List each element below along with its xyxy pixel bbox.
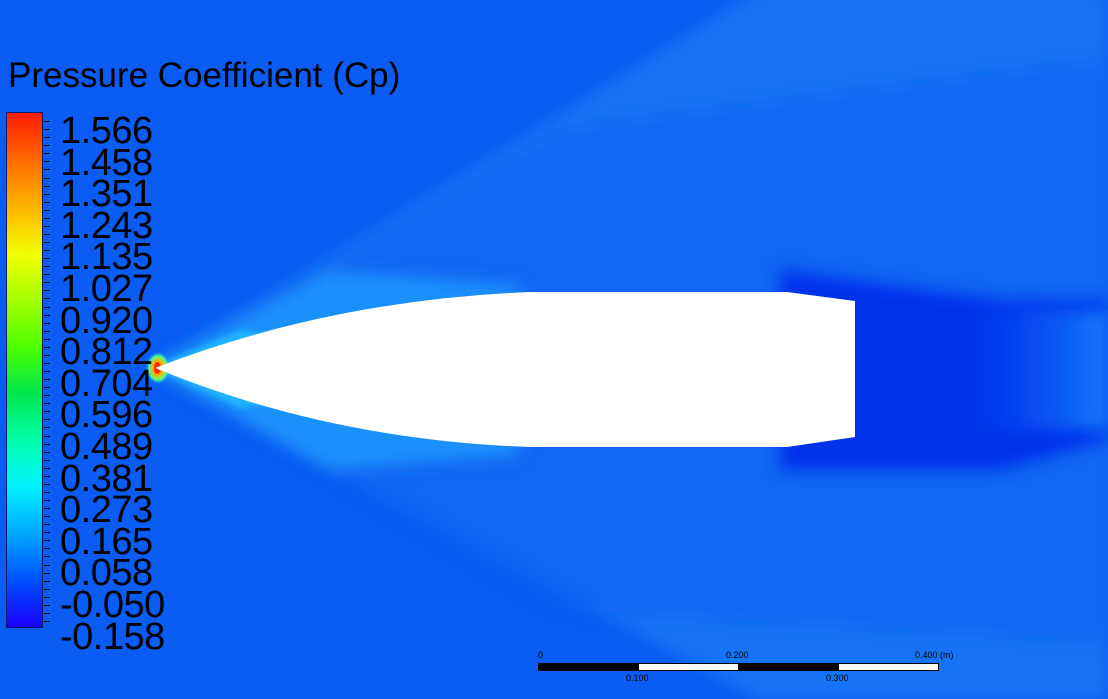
colorbar-tick bbox=[44, 121, 50, 122]
colorbar-tick bbox=[44, 581, 50, 582]
scale-segment-3 bbox=[738, 663, 839, 671]
colorbar-tick bbox=[44, 363, 50, 364]
colorbar-tick bbox=[44, 548, 50, 549]
colorbar-tick bbox=[44, 323, 50, 324]
colorbar-tick bbox=[44, 476, 50, 477]
scale-segment-2 bbox=[638, 663, 739, 671]
scale-label-0200: 0.200 bbox=[726, 650, 749, 660]
legend-value-label: 0.489 bbox=[60, 425, 153, 468]
scale-label-0300: 0.300 bbox=[826, 673, 849, 683]
colorbar-tick bbox=[44, 565, 50, 566]
colorbar-tick bbox=[44, 210, 50, 211]
colorbar-tick bbox=[44, 613, 50, 614]
colorbar-tick bbox=[44, 468, 50, 469]
colorbar-tick bbox=[44, 516, 50, 517]
colorbar-tick bbox=[44, 597, 50, 598]
colorbar-tick bbox=[44, 589, 50, 590]
projectile-body bbox=[155, 292, 855, 447]
colorbar-tick bbox=[44, 403, 50, 404]
colorbar-tick bbox=[44, 250, 50, 251]
legend-value-label: -0.158 bbox=[60, 615, 165, 658]
colorbar-tick bbox=[44, 556, 50, 557]
legend-tick-labels: 1.566 1.458 1.351 1.243 1.135 1.027 0.920 0.812… bbox=[60, 110, 165, 658]
colorbar-tick bbox=[44, 298, 50, 299]
colorbar-tick bbox=[44, 226, 50, 227]
scale-bar: 0 0.200 0.400 (m) 0.100 0.300 bbox=[538, 649, 968, 689]
scale-label-0100: 0.100 bbox=[626, 673, 649, 683]
legend-value-label: 0.704 bbox=[60, 362, 153, 405]
legend-value-label: -0.050 bbox=[60, 583, 165, 626]
legend-value-label: 1.027 bbox=[60, 267, 153, 310]
colorbar-tick bbox=[44, 460, 50, 461]
colorbar-tick bbox=[44, 532, 50, 533]
colorbar-tick bbox=[44, 274, 50, 275]
colorbar-tick bbox=[44, 290, 50, 291]
scale-segment-4 bbox=[838, 663, 939, 671]
colorbar-tick bbox=[44, 315, 50, 316]
colorbar-tick bbox=[44, 427, 50, 428]
colorbar-tick bbox=[44, 573, 50, 574]
colorbar-tick bbox=[44, 194, 50, 195]
colorbar-tick bbox=[44, 492, 50, 493]
colorbar-tick bbox=[44, 411, 50, 412]
colorbar-tick bbox=[44, 524, 50, 525]
colorbar-tick bbox=[44, 500, 50, 501]
colorbar-tick bbox=[44, 379, 50, 380]
colorbar-tick bbox=[44, 355, 50, 356]
legend-value-label: 0.273 bbox=[60, 489, 153, 532]
scale-segment-1 bbox=[538, 663, 638, 671]
colorbar-tick bbox=[44, 419, 50, 420]
colorbar-tick bbox=[44, 186, 50, 187]
colorbar-tick bbox=[44, 444, 50, 445]
colorbar-tick bbox=[44, 266, 50, 267]
legend-value-label: 0.812 bbox=[60, 331, 153, 374]
colorbar-tick bbox=[44, 145, 50, 146]
colorbar-tick bbox=[44, 307, 50, 308]
colorbar-tick bbox=[44, 387, 50, 388]
colorbar-tick bbox=[44, 153, 50, 154]
legend-value-label: 1.566 bbox=[60, 110, 153, 152]
colorbar-tick bbox=[44, 331, 50, 332]
colorbar-tick bbox=[44, 129, 50, 130]
colorbar-tick bbox=[44, 436, 50, 437]
scale-label-0400-m: 0.400 (m) bbox=[915, 650, 954, 660]
legend-value-label: 1.243 bbox=[60, 204, 153, 247]
colorbar-tick bbox=[44, 347, 50, 348]
legend-value-label: 0.920 bbox=[60, 299, 153, 342]
scale-label-0: 0 bbox=[538, 650, 544, 660]
colorbar-tick bbox=[44, 242, 50, 243]
legend-title: Pressure Coefficient (Cp) bbox=[8, 56, 401, 95]
legend-value-label: 0.058 bbox=[60, 552, 153, 595]
legend-colorbar bbox=[6, 112, 50, 628]
colorbar-tick bbox=[44, 202, 50, 203]
legend-value-label: 0.381 bbox=[60, 457, 153, 500]
colorbar-tick bbox=[44, 161, 50, 162]
colorbar-tick bbox=[44, 621, 50, 622]
wake-recovery bbox=[960, 310, 1108, 430]
legend-value-label: 0.596 bbox=[60, 394, 153, 437]
colorbar-tick bbox=[44, 605, 50, 606]
colorbar-tick bbox=[44, 508, 50, 509]
colorbar-tick bbox=[44, 137, 50, 138]
legend-value-label: 0.165 bbox=[60, 520, 153, 563]
legend-value-label: 1.135 bbox=[60, 236, 153, 279]
colorbar-tick bbox=[44, 339, 50, 340]
colorbar-tick bbox=[44, 234, 50, 235]
colorbar-tick bbox=[44, 282, 50, 283]
colorbar-tick bbox=[44, 218, 50, 219]
colorbar-tick bbox=[44, 169, 50, 170]
colorbar-tick bbox=[44, 484, 50, 485]
legend-value-label: 1.351 bbox=[60, 173, 153, 216]
colorbar-tick bbox=[44, 371, 50, 372]
colorbar-tick bbox=[44, 452, 50, 453]
legend-value-label: 1.458 bbox=[60, 141, 153, 184]
colorbar-tick bbox=[44, 178, 50, 179]
colorbar-tick bbox=[44, 540, 50, 541]
colorbar-tick bbox=[44, 395, 50, 396]
colorbar-tick bbox=[44, 258, 50, 259]
